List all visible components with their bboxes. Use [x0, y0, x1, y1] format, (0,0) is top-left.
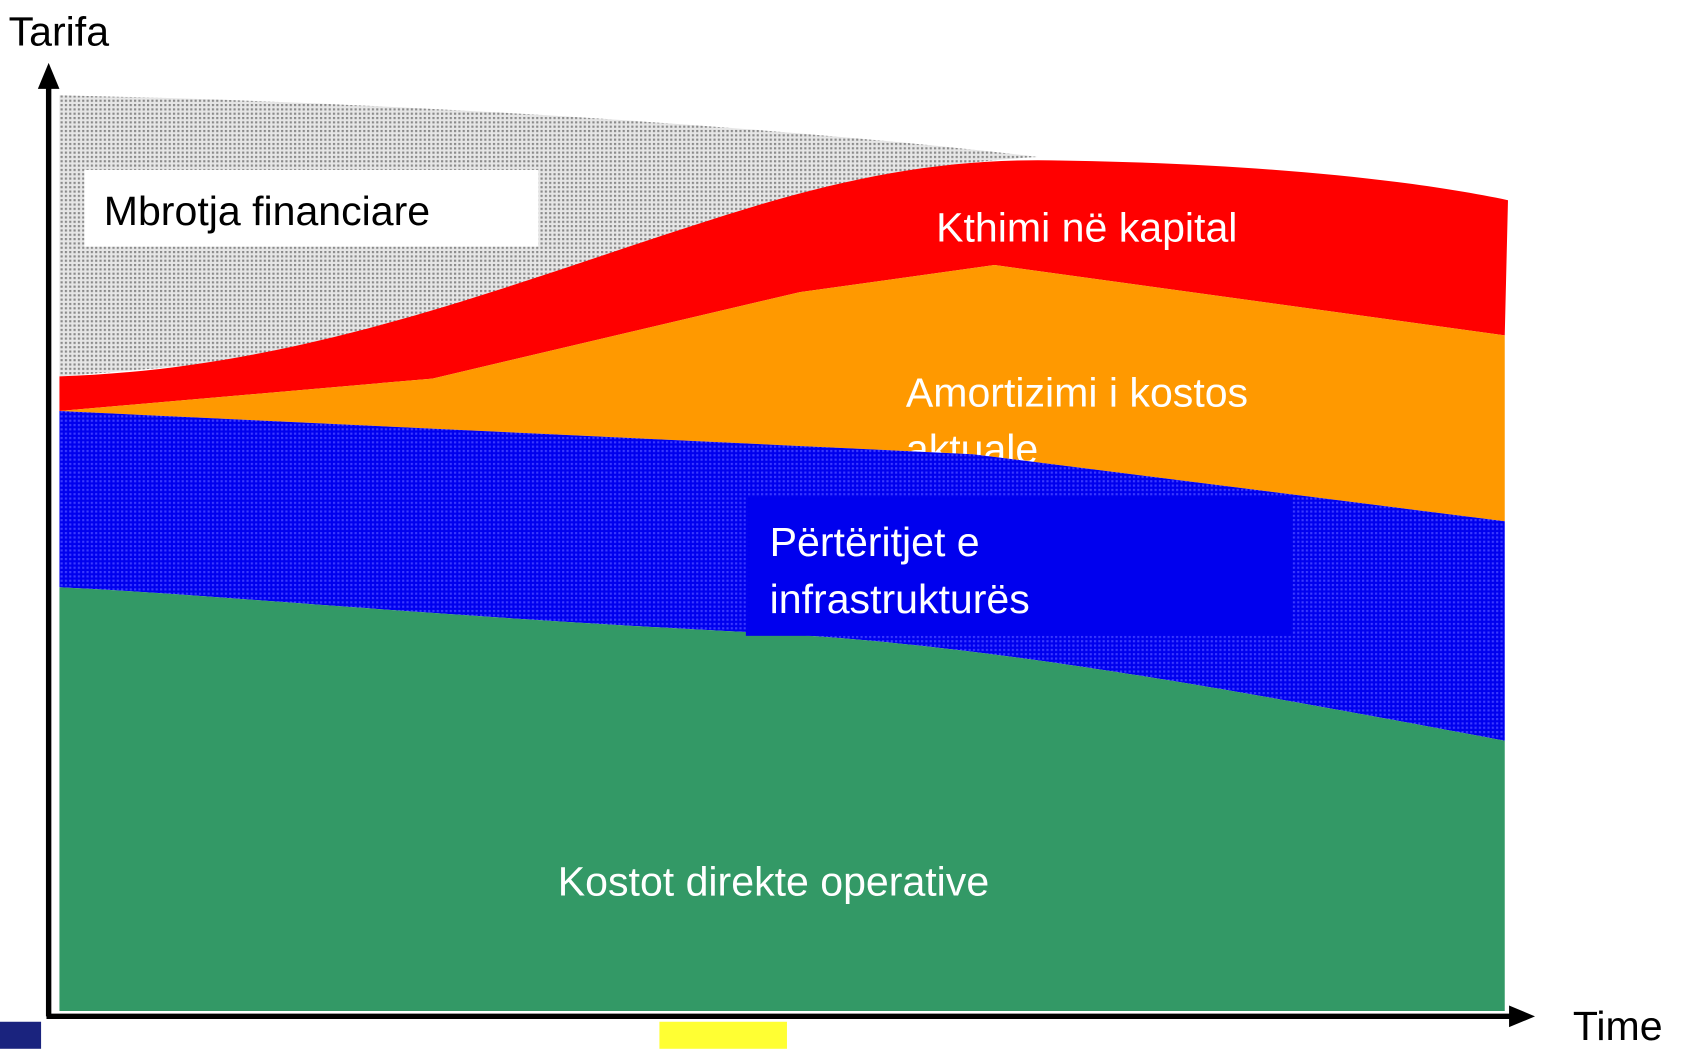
- axis-arrow: [1509, 1005, 1536, 1028]
- layer-label: Përtëritjet e: [770, 519, 980, 565]
- x-axis-label: Time: [1573, 1003, 1663, 1049]
- layer-label: Kthimi në kapital: [936, 204, 1237, 250]
- layer-label: Amortizimi i kostos: [906, 370, 1248, 416]
- area-operating-costs: [59, 587, 1505, 1011]
- y-axis-label: Tarifa: [9, 9, 110, 55]
- label-box: [745, 497, 1292, 636]
- area-financial-protection: [59, 95, 1038, 377]
- logo-block: [659, 1021, 787, 1049]
- area-amortization: [59, 265, 1505, 522]
- layer-label: Kostot direkte operative: [558, 858, 989, 904]
- logo-block: [0, 1021, 42, 1049]
- axis-arrow: [37, 62, 60, 89]
- layer-label: Mbrotja financiare: [104, 188, 430, 234]
- area-capital-return: [59, 160, 1508, 411]
- layer-label: infrastrukturës: [770, 576, 1030, 622]
- label-box: [84, 169, 539, 247]
